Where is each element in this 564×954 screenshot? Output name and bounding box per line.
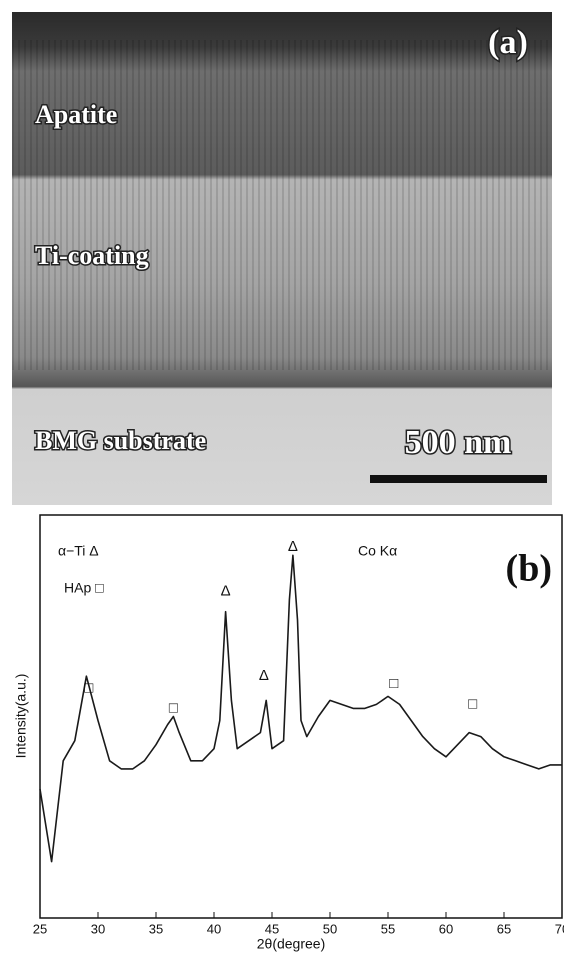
scale-bar bbox=[370, 475, 547, 483]
peak-marker: Δ bbox=[288, 538, 298, 555]
panel-b: 25 30 35 40 45 50 55 60 65 70 2θ(degree) Intensity(… bbox=[13, 514, 564, 952]
radiation-label: Co Kα bbox=[358, 543, 397, 559]
x-tick-label: 65 bbox=[497, 921, 511, 936]
x-axis-label: 2θ(degree) bbox=[257, 936, 326, 952]
plot-frame bbox=[39, 514, 563, 919]
layer-label: Ti-coating bbox=[35, 241, 149, 270]
x-tick-label: 70 bbox=[555, 921, 564, 936]
sem-texture bbox=[12, 40, 552, 370]
legend-entry: HAp □ bbox=[64, 580, 104, 596]
x-tick-label: 25 bbox=[33, 921, 47, 936]
peak-marker: Δ bbox=[221, 583, 231, 600]
x-tick-label: 50 bbox=[323, 921, 337, 936]
legend-entry: α−Ti Δ bbox=[58, 543, 99, 559]
x-tick-label: 30 bbox=[91, 921, 105, 936]
layer-label: Apatite bbox=[35, 100, 117, 129]
x-tick-label: 40 bbox=[207, 921, 221, 936]
peak-marker: □ bbox=[389, 675, 398, 692]
layer-label: BMG substrate bbox=[35, 426, 206, 455]
x-tick-label: 60 bbox=[439, 921, 453, 936]
panel-a: (a) Apatite Ti-coating BMG substrate 500… bbox=[12, 12, 552, 505]
y-axis-label: Intensity(a.u.) bbox=[13, 674, 29, 759]
panel-label: (b) bbox=[506, 548, 552, 590]
peak-marker: Δ bbox=[259, 667, 269, 684]
scale-bar-label: 500 nm bbox=[405, 424, 512, 461]
x-tick-label: 35 bbox=[149, 921, 163, 936]
peak-marker: □ bbox=[84, 679, 93, 696]
peak-marker: □ bbox=[468, 695, 477, 712]
x-tick-label: 45 bbox=[265, 921, 279, 936]
peak-marker: □ bbox=[169, 699, 178, 716]
panel-label: (a) bbox=[488, 24, 528, 61]
x-tick-label: 55 bbox=[381, 921, 395, 936]
data-line bbox=[39, 554, 562, 863]
